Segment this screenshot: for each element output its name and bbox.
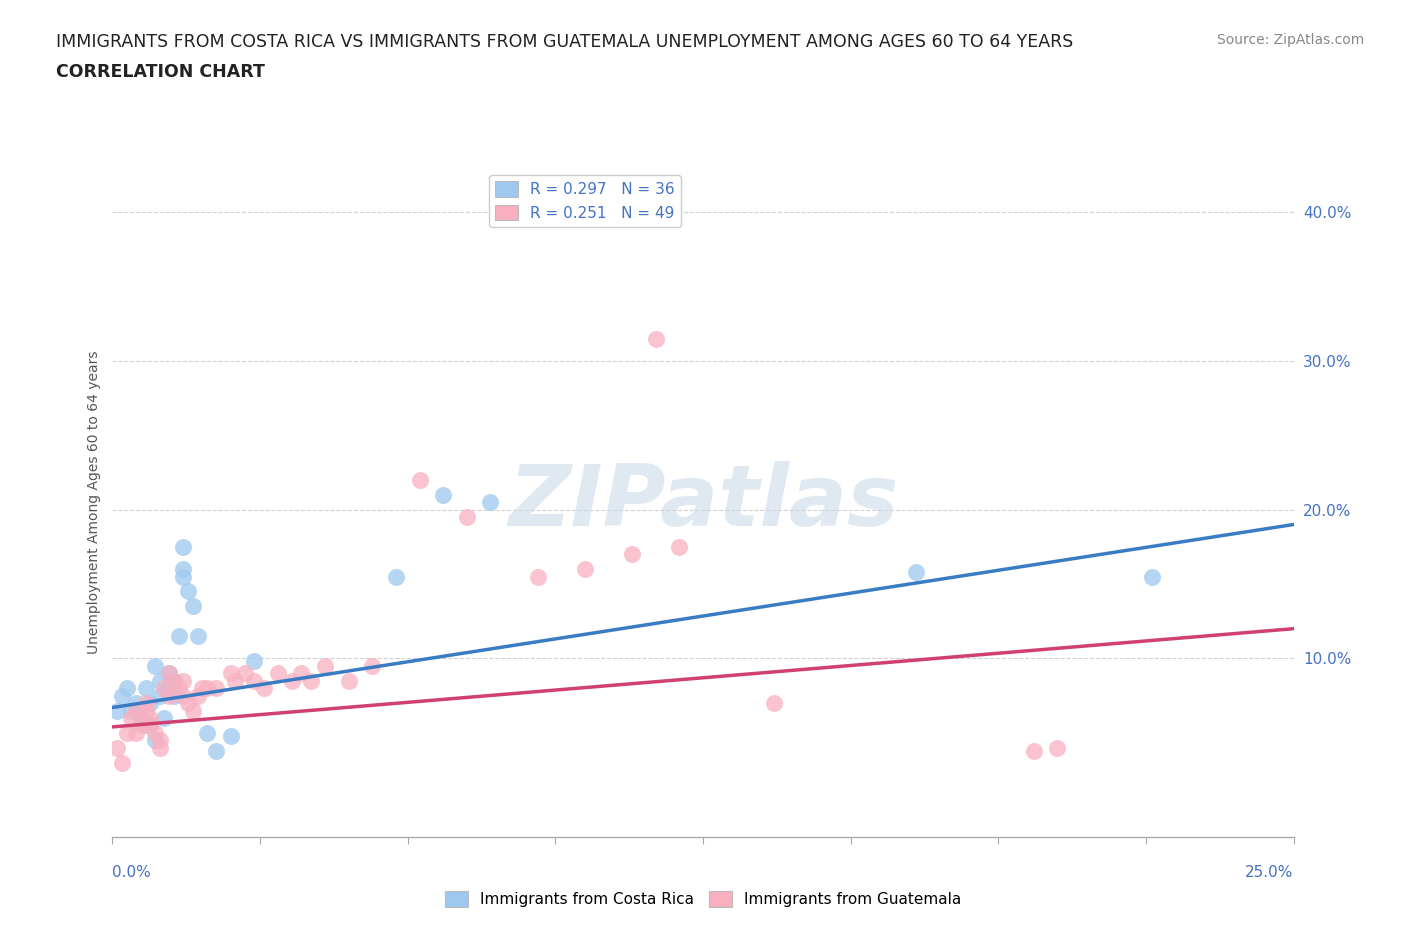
Point [149,740,172,755]
Point [281,673,304,688]
Text: CORRELATION CHART: CORRELATION CHART [56,63,266,81]
Point [157,681,180,696]
Point [224,673,246,688]
Point [526,569,548,584]
Point [1140,569,1163,584]
Point [762,696,785,711]
Point [172,562,194,577]
Point [120,703,142,718]
Point [205,743,228,758]
Point [111,755,134,770]
Point [456,510,478,525]
Point [172,539,194,554]
Point [172,673,194,688]
Y-axis label: Unemployment Among Ages 60 to 64 years: Unemployment Among Ages 60 to 64 years [87,351,101,654]
Point [139,718,162,733]
Point [186,629,208,644]
Point [385,569,408,584]
Point [233,666,256,681]
Point [195,725,218,740]
Point [408,472,430,487]
Point [644,331,666,346]
Point [135,681,157,696]
Point [143,725,166,740]
Text: 25.0%: 25.0% [1246,865,1294,880]
Point [219,728,242,743]
Point [181,599,204,614]
Point [186,688,208,703]
Legend: Immigrants from Costa Rica, Immigrants from Guatemala: Immigrants from Costa Rica, Immigrants f… [439,884,967,913]
Point [139,711,162,725]
Point [153,681,176,696]
Point [253,681,276,696]
Point [361,658,384,673]
Point [177,584,200,599]
Point [290,666,312,681]
Point [314,658,336,673]
Point [243,654,266,669]
Point [299,673,322,688]
Point [177,696,200,711]
Point [1022,743,1045,758]
Point [191,681,214,696]
Point [267,666,290,681]
Point [157,666,180,681]
Point [243,673,266,688]
Point [125,725,148,740]
Point [105,740,128,755]
Point [139,718,162,733]
Text: 0.0%: 0.0% [112,865,152,880]
Point [149,688,172,703]
Point [172,569,194,584]
Text: ZIPatlas: ZIPatlas [508,460,898,544]
Point [479,495,502,510]
Point [172,688,194,703]
Point [125,696,148,711]
Point [167,681,190,696]
Point [135,696,157,711]
Text: IMMIGRANTS FROM COSTA RICA VS IMMIGRANTS FROM GUATEMALA UNEMPLOYMENT AMONG AGES : IMMIGRANTS FROM COSTA RICA VS IMMIGRANTS… [56,33,1074,50]
Point [163,688,186,703]
Point [219,666,242,681]
Point [432,487,454,502]
Point [157,666,180,681]
Point [205,681,228,696]
Point [111,688,134,703]
Point [143,733,166,748]
Point [337,673,360,688]
Point [621,547,644,562]
Point [153,711,176,725]
Point [1046,740,1069,755]
Point [105,703,128,718]
Point [163,673,186,688]
Point [125,703,148,718]
Point [574,562,596,577]
Point [668,539,690,554]
Point [195,681,218,696]
Point [129,718,152,733]
Point [163,673,186,688]
Point [904,565,927,579]
Point [135,703,157,718]
Point [149,733,172,748]
Point [157,688,180,703]
Point [149,673,172,688]
Point [125,703,148,718]
Point [143,658,166,673]
Point [120,711,142,725]
Point [115,681,138,696]
Point [167,629,190,644]
Point [135,718,157,733]
Point [129,711,152,725]
Point [181,703,204,718]
Point [115,725,138,740]
Point [139,696,162,711]
Text: Source: ZipAtlas.com: Source: ZipAtlas.com [1216,33,1364,46]
Legend: R = 0.297   N = 36, R = 0.251   N = 49: R = 0.297 N = 36, R = 0.251 N = 49 [489,175,681,227]
